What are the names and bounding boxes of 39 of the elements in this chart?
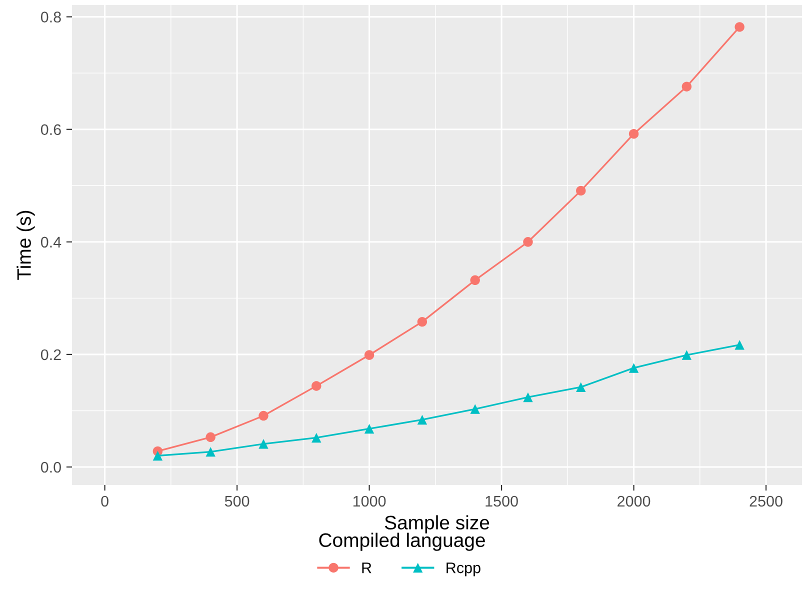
x-tick-label: 1000: [353, 496, 386, 507]
legend-label: R: [362, 562, 372, 574]
point: [417, 414, 428, 425]
point: [152, 450, 163, 461]
point: [576, 186, 586, 196]
point: [628, 129, 639, 139]
point: [206, 446, 216, 457]
y-tick-label: 0.6: [40, 124, 61, 136]
x-tick-label: 2000: [618, 496, 650, 507]
point: [258, 410, 268, 421]
y-tick-label: 0.0: [40, 462, 61, 473]
x-tick-label: 1500: [486, 496, 518, 507]
point: [206, 432, 216, 442]
y-tick-label: 0.8: [40, 12, 61, 23]
point: [417, 316, 428, 327]
point: [682, 350, 692, 360]
point: [523, 237, 533, 247]
point: [734, 22, 744, 32]
point: [312, 381, 322, 391]
x-tick-label: 500: [224, 496, 250, 507]
y-axis-title: Time (s): [16, 210, 35, 280]
legend-title: Compiled language: [319, 532, 485, 551]
point: [470, 275, 480, 286]
point: [364, 424, 374, 434]
point: [734, 340, 744, 350]
point: [364, 350, 374, 360]
point: [312, 432, 322, 443]
point: [523, 392, 533, 402]
point: [682, 82, 692, 92]
point: [628, 363, 639, 373]
y-tick-label: 0.4: [40, 236, 62, 248]
point: [470, 404, 480, 414]
legend-label: Rcpp: [446, 562, 480, 576]
x-tick-label: 0: [101, 496, 108, 507]
x-axis-title: Sample size: [384, 515, 490, 534]
point: [576, 382, 586, 392]
x-tick-label: 2500: [750, 496, 782, 507]
point: [258, 439, 268, 449]
y-tick-label: 0.2: [40, 349, 61, 360]
